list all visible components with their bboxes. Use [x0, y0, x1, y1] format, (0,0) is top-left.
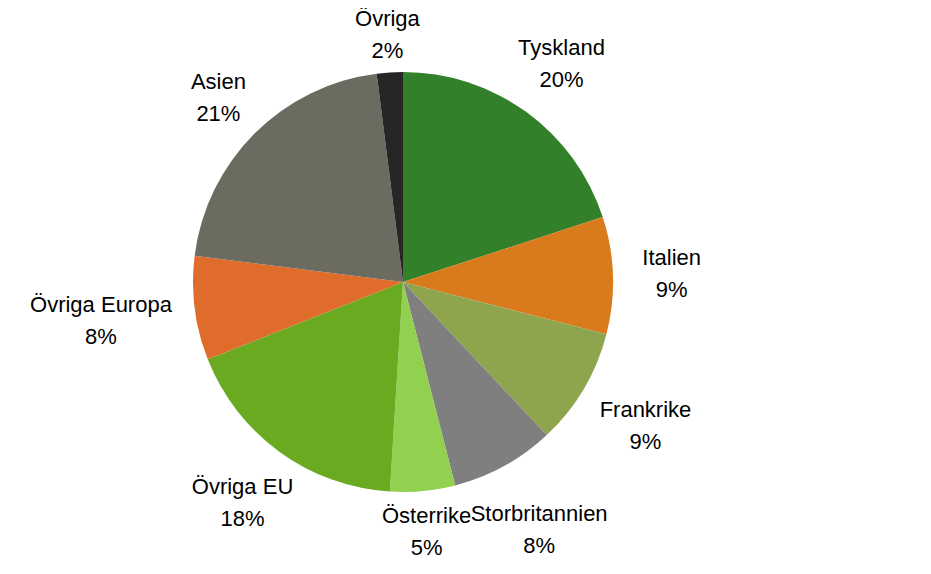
svg-text:Asien: Asien	[191, 69, 246, 94]
svg-text:Övriga: Övriga	[355, 8, 421, 31]
svg-text:Italien: Italien	[642, 245, 701, 270]
svg-text:Övriga EU: Övriga EU	[192, 474, 293, 499]
svg-text:Storbritannien: Storbritannien	[471, 501, 608, 526]
svg-text:5%: 5%	[411, 535, 443, 560]
svg-text:Övriga Europa: Övriga Europa	[30, 292, 173, 317]
svg-text:9%: 9%	[630, 429, 662, 454]
svg-text:Österrike: Österrike	[382, 503, 471, 528]
svg-text:21%: 21%	[196, 101, 240, 126]
svg-text:8%: 8%	[85, 324, 117, 349]
svg-text:Tyskland: Tyskland	[518, 35, 605, 60]
svg-text:20%: 20%	[539, 67, 583, 92]
svg-text:8%: 8%	[523, 533, 555, 558]
svg-text:18%: 18%	[221, 506, 265, 531]
svg-text:9%: 9%	[656, 277, 688, 302]
svg-text:Frankrike: Frankrike	[600, 397, 692, 422]
svg-text:2%: 2%	[372, 38, 404, 63]
